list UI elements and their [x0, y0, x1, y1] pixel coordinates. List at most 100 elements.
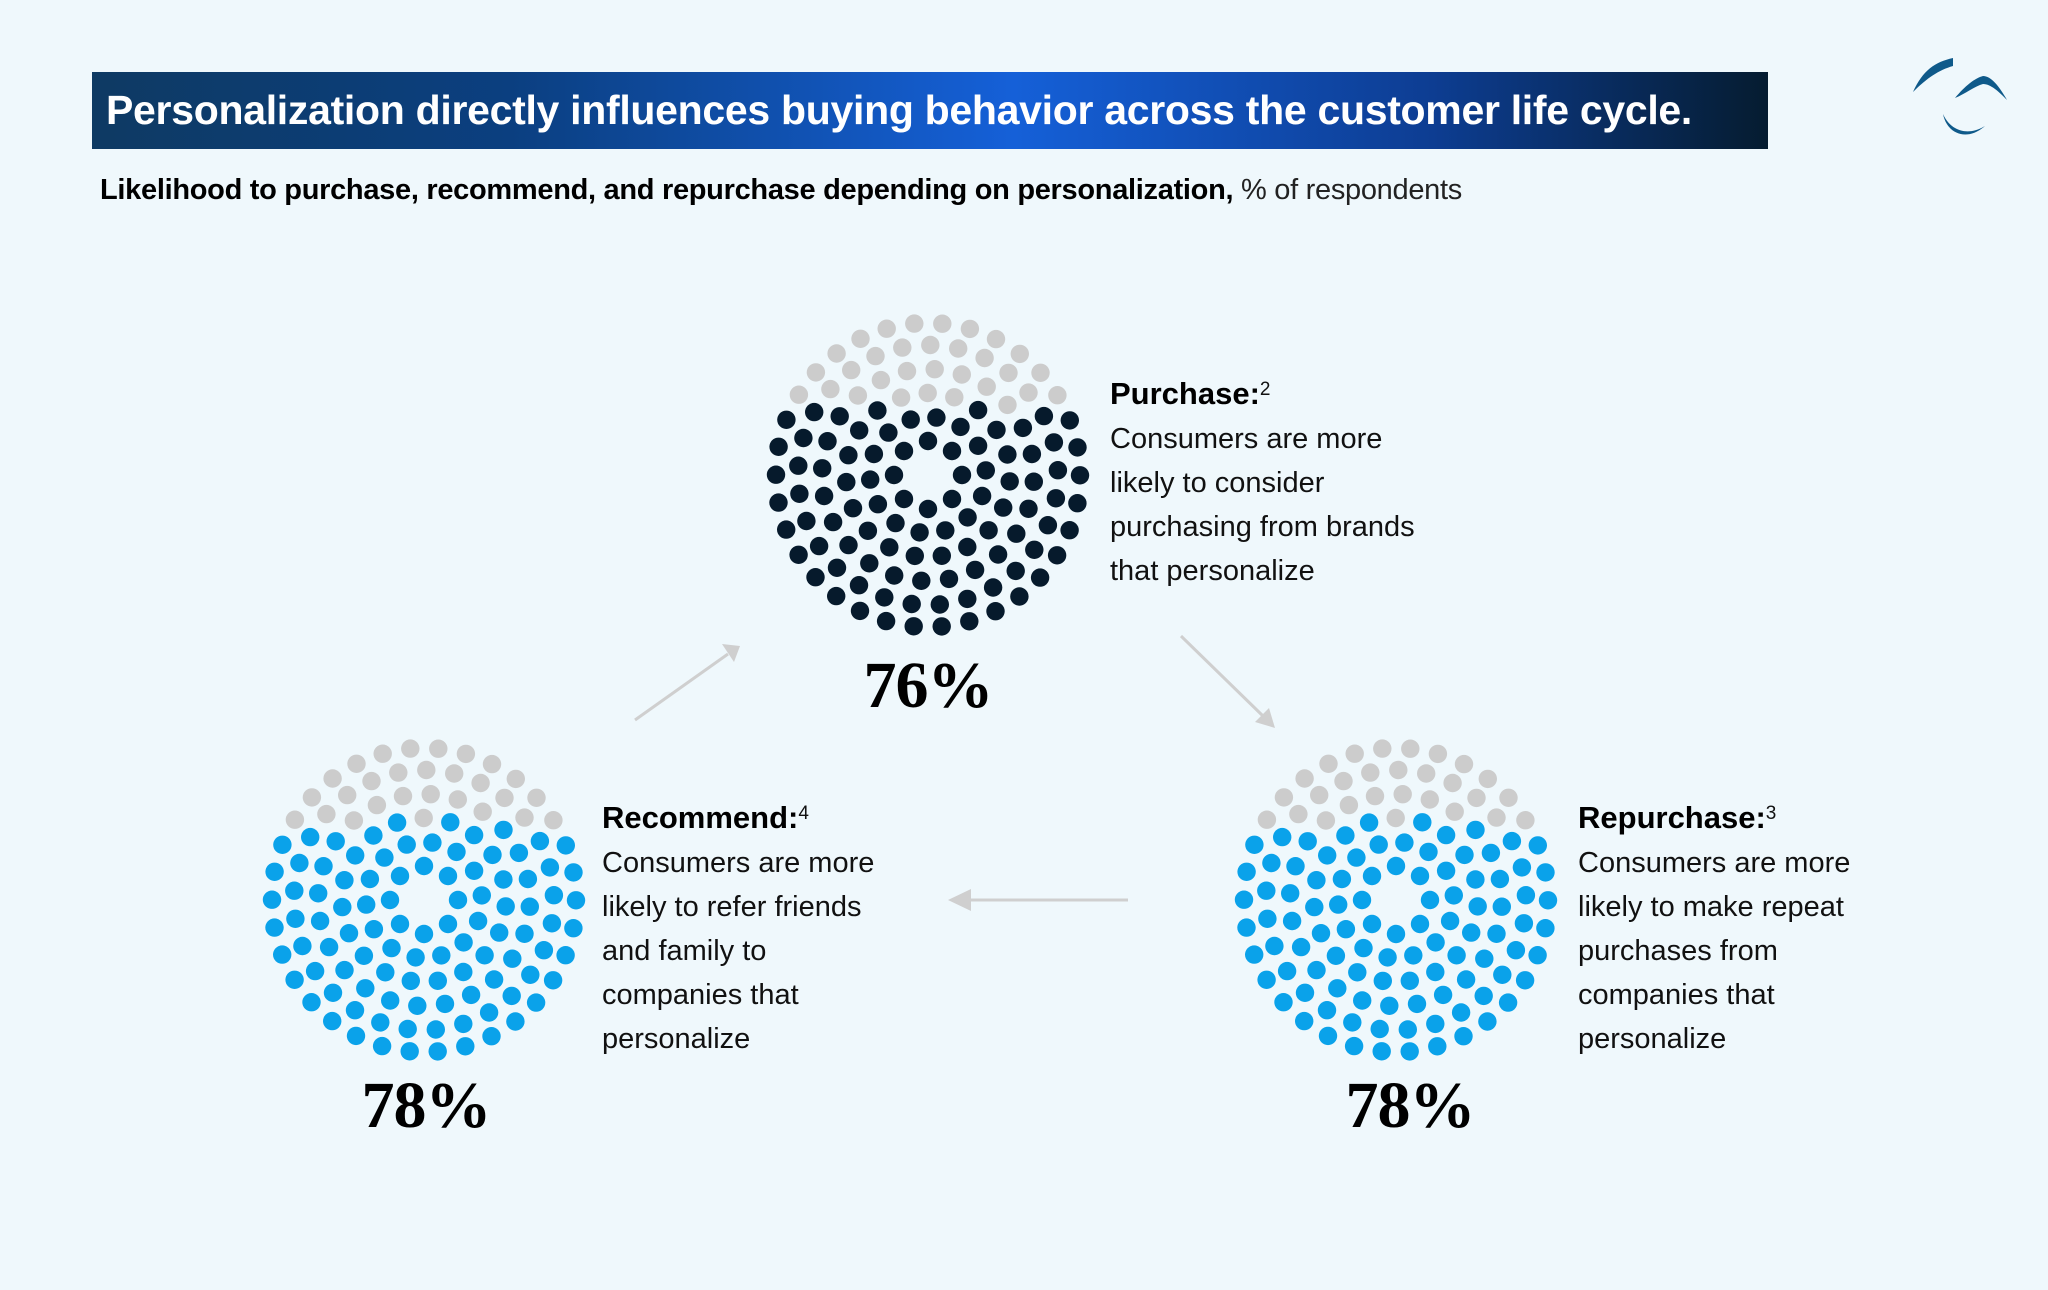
remainder-dot	[338, 785, 357, 805]
value-dot	[766, 465, 786, 484]
value-dot	[382, 938, 401, 958]
value-dot	[1515, 971, 1535, 990]
value-dot	[789, 456, 808, 475]
repurchase-desc-2: likely to make repeat	[1578, 891, 1844, 923]
value-dot	[414, 924, 434, 944]
remainder-dot	[851, 329, 870, 348]
repurchase-title: Repurchase:3	[1578, 800, 1777, 835]
value-dot	[936, 521, 955, 540]
value-dot	[521, 965, 540, 984]
value-dot	[1456, 970, 1476, 989]
remainder-dot	[445, 764, 464, 783]
value-dot	[468, 911, 488, 931]
value-dot	[790, 484, 809, 503]
value-dot	[484, 970, 504, 989]
remainder-dot	[1443, 773, 1462, 793]
value-dot	[1370, 1019, 1389, 1039]
value-dot	[942, 441, 962, 461]
value-dot	[1348, 963, 1367, 982]
value-dot	[1514, 914, 1534, 933]
value-dot	[494, 820, 513, 840]
value-dot	[1048, 461, 1068, 480]
value-dot	[1426, 1014, 1445, 1034]
remainder-dot	[323, 769, 342, 788]
value-dot	[813, 459, 832, 478]
value-dot	[1291, 937, 1311, 957]
value-dot	[806, 568, 825, 587]
value-dot	[364, 826, 383, 845]
repurchase-desc-3: purchases from	[1578, 935, 1778, 967]
value-dot	[1344, 1036, 1364, 1056]
value-dot	[1237, 862, 1256, 881]
value-dot	[942, 489, 962, 509]
value-dot	[988, 545, 1008, 564]
remainder-dot	[949, 339, 968, 358]
value-dot	[1034, 406, 1054, 426]
value-dot	[1258, 909, 1277, 928]
remainder-dot	[448, 790, 467, 809]
remainder-dot	[393, 786, 413, 806]
remainder-dot	[977, 377, 996, 396]
remainder-dot	[1339, 795, 1359, 815]
value-dot	[958, 537, 977, 557]
value-dot	[1257, 881, 1276, 900]
value-dot	[1013, 418, 1033, 438]
remainder-dot	[1010, 344, 1029, 364]
value-dot	[1359, 813, 1379, 832]
remainder-dot	[986, 329, 1006, 349]
value-dot	[1298, 832, 1317, 851]
value-dot	[454, 933, 473, 952]
value-dot	[534, 941, 554, 960]
remainder-dot	[302, 788, 322, 807]
value-dot	[1281, 884, 1300, 903]
value-dot	[1295, 1011, 1314, 1031]
value-dot	[918, 431, 938, 451]
remainder-dot	[975, 348, 994, 368]
value-dot	[904, 617, 923, 636]
value-dot	[905, 546, 924, 566]
value-dot	[1038, 516, 1058, 535]
value-dot	[827, 558, 847, 577]
value-dot	[1478, 1012, 1497, 1031]
value-dot	[965, 560, 985, 580]
value-dot	[912, 571, 931, 590]
remainder-dot	[871, 370, 891, 390]
value-dot	[1386, 924, 1406, 944]
value-dot	[951, 417, 970, 437]
value-dot	[1265, 936, 1284, 956]
value-dot	[839, 446, 858, 465]
remainder-dot	[389, 763, 408, 782]
value-dot	[381, 991, 400, 1010]
value-dot	[860, 554, 879, 573]
value-dot	[1024, 472, 1043, 491]
value-dot	[868, 401, 887, 420]
remainder-dot	[471, 773, 490, 793]
value-dot	[542, 914, 562, 933]
repurchase-desc-5: personalize	[1578, 1023, 1727, 1055]
value-dot	[1336, 826, 1355, 845]
recommend-label: Recommend:4 Consumers are more likely to…	[602, 796, 874, 1061]
value-dot	[1372, 1042, 1391, 1061]
value-dot	[428, 1042, 447, 1061]
value-dot	[1282, 911, 1302, 931]
remainder-dot	[347, 754, 366, 773]
value-dot	[1328, 979, 1347, 998]
remainder-dot	[933, 314, 952, 333]
value-dot	[273, 835, 292, 854]
value-dot	[432, 946, 451, 965]
remainder-dot	[877, 319, 896, 338]
remainder-dot	[429, 739, 448, 758]
value-dot	[994, 498, 1013, 517]
remainder-dot	[789, 385, 809, 404]
value-dot	[543, 971, 563, 990]
value-dot	[1025, 540, 1044, 559]
remainder-dot	[1420, 790, 1439, 809]
value-dot	[1386, 856, 1406, 876]
value-dot	[293, 936, 312, 956]
remainder-dot	[945, 388, 964, 407]
value-dot	[952, 465, 972, 485]
value-dot	[530, 831, 550, 851]
remainder-dot	[960, 319, 980, 339]
value-dot	[1022, 444, 1042, 464]
value-dot	[333, 897, 352, 917]
